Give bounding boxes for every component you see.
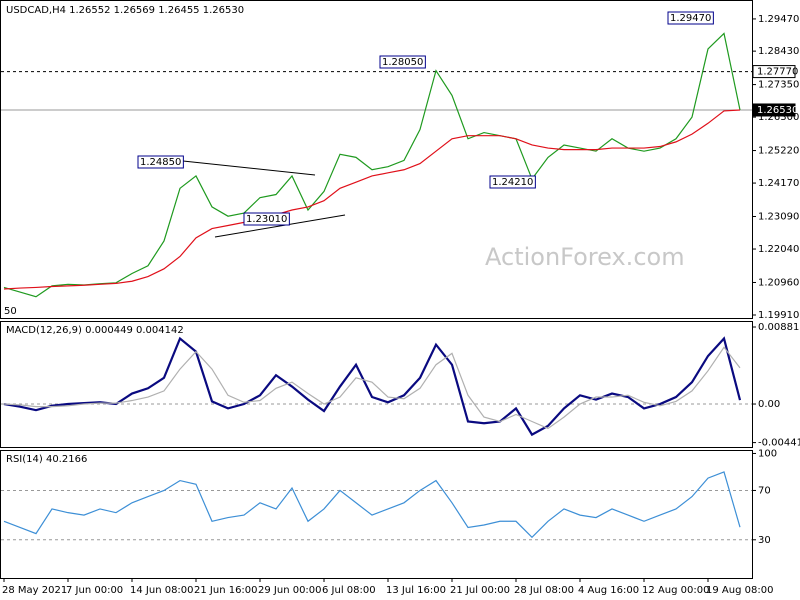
price-tag	[752, 103, 796, 117]
annotation-box	[667, 11, 714, 25]
watermark: ActionForex.com	[485, 243, 685, 271]
pane-title: RSI(14) 40.2166	[6, 454, 87, 465]
annotation-box	[137, 155, 184, 169]
y-tick-label: 1.29470	[758, 14, 799, 25]
y-tick-label: 30	[758, 535, 771, 546]
y-tick-label: 100	[758, 448, 777, 459]
x-tick-label: 7 Jun 00:00	[66, 585, 123, 596]
y-tick-label: 1.19910	[758, 310, 799, 321]
x-tick-label: 4 Aug 16:00	[578, 585, 639, 596]
y-tick-label: 1.27350	[758, 80, 799, 91]
x-tick-label: 6 Jul 08:00	[322, 585, 376, 596]
annotation-box	[379, 55, 426, 69]
x-tick-label: 28 May 2021	[2, 585, 67, 596]
price-annotation: 1.24210	[492, 177, 533, 188]
price-tag-label: 1.27770	[757, 67, 798, 78]
annotation-box	[243, 212, 290, 226]
y-tick-label: 1.28430	[758, 46, 799, 57]
price-tag	[752, 65, 796, 79]
x-tick-label: 21 Jun 16:00	[194, 585, 258, 596]
x-tick-label: 14 Jun 08:00	[130, 585, 194, 596]
annotation-box	[489, 175, 536, 189]
y-tick-label: 1.26300	[758, 112, 799, 123]
y-tick-label: -0.004416	[758, 438, 800, 449]
x-tick-label: 12 Aug 00:00	[642, 585, 709, 596]
price-tag-label: 1.26530	[757, 105, 798, 116]
rsi-pane	[0, 450, 753, 579]
x-tick-label: 29 Jun 00:00	[258, 585, 322, 596]
x-tick-label: 13 Jul 16:00	[386, 585, 446, 596]
x-tick-label: 28 Jul 08:00	[514, 585, 574, 596]
y-tick-label: 70	[758, 485, 771, 496]
y-tick-label: 1.25220	[758, 146, 799, 157]
y-tick-label: 0.008816	[758, 322, 800, 333]
price-annotation: 50	[4, 306, 17, 317]
x-tick-label: 21 Jul 00:00	[450, 585, 510, 596]
trend-line	[214, 214, 346, 238]
price-annotation: 1.23010	[246, 214, 287, 225]
series-line	[3, 109, 741, 290]
price-annotation: 1.28050	[382, 57, 423, 68]
price-annotation: 1.29470	[670, 13, 711, 24]
price-pane	[0, 0, 753, 319]
x-tick-label: 19 Aug 08:00	[706, 585, 773, 596]
y-tick-label: 1.23090	[758, 212, 799, 223]
series-line	[3, 336, 742, 437]
macd-pane	[0, 321, 753, 448]
y-tick-label: 0.00	[758, 399, 780, 410]
price-annotation: 1.24850	[140, 157, 181, 168]
series-line	[3, 346, 741, 430]
y-tick-label: 1.22040	[758, 244, 799, 255]
y-tick-label: 1.24170	[758, 178, 799, 189]
trend-line	[182, 160, 316, 176]
pane-title: USDCAD,H4 1.26552 1.26569 1.26455 1.2653…	[6, 5, 244, 16]
pane-title: MACD(12,26,9) 0.000449 0.004142	[6, 325, 184, 336]
y-tick-label: 1.20960	[758, 277, 799, 288]
series-line	[3, 32, 741, 298]
series-line	[3, 471, 741, 539]
